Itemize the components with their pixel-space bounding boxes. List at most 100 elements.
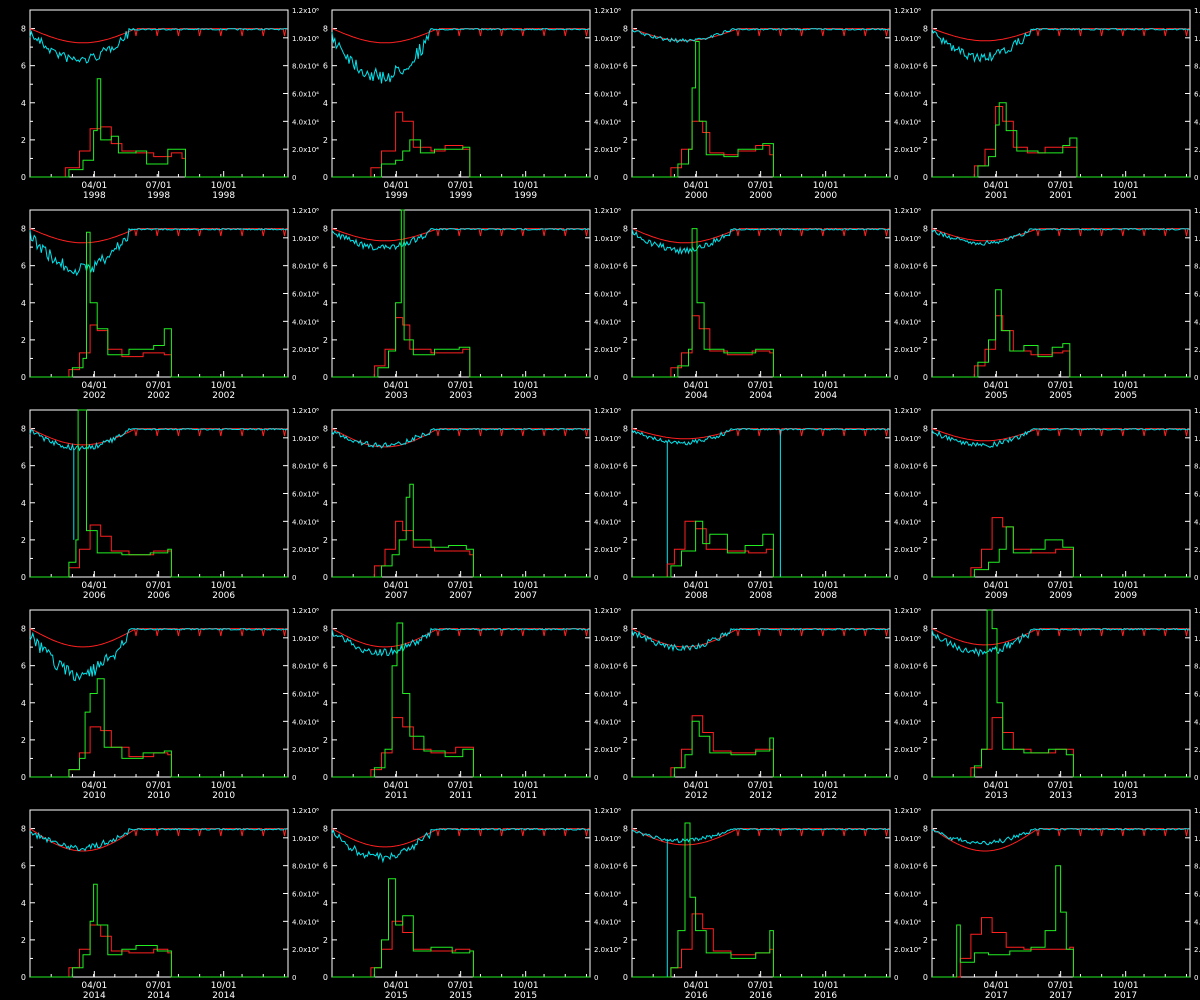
x-tick-year: 2013 <box>1114 791 1137 801</box>
red-upper-line <box>931 628 1190 646</box>
left-tick-label: 4 <box>323 899 328 908</box>
right-tick-label: 0 <box>292 574 296 582</box>
green-step-line <box>932 102 1190 178</box>
left-tick-label: 6 <box>323 262 328 271</box>
left-tick-label: 2 <box>21 936 26 945</box>
left-tick-label: 8 <box>923 425 928 434</box>
x-tick-year: 2014 <box>83 991 106 1000</box>
x-tick-label: 10/01 <box>813 181 839 191</box>
right-tick-label: 0 <box>594 974 598 982</box>
left-tick-label: 8 <box>923 825 928 834</box>
right-tick-label: 0 <box>594 774 598 782</box>
right-tick-label: 1.0x10⁶ <box>1194 35 1200 43</box>
x-tick-year: 2012 <box>685 791 708 801</box>
right-tick-label: 8.0x10⁴ <box>292 863 319 871</box>
x-tick-label: 04/01 <box>983 981 1009 991</box>
x-tick-label: 07/01 <box>448 781 474 791</box>
left-tick-label: 0 <box>923 173 928 182</box>
left-tick-label: 8 <box>323 225 328 234</box>
x-tick-year: 2008 <box>814 591 837 601</box>
x-tick-year: 1998 <box>212 191 235 201</box>
x-tick-year: 2000 <box>749 191 772 201</box>
right-tick-label: 1.0x10⁶ <box>1194 635 1200 643</box>
x-tick-label: 04/01 <box>683 181 709 191</box>
x-tick-label: 10/01 <box>1113 581 1139 591</box>
right-tick-label: 4.0x10⁴ <box>894 118 921 126</box>
green-step-line <box>932 289 1190 378</box>
right-tick-label: 8.0x10⁴ <box>1194 663 1200 671</box>
left-tick-label: 6 <box>623 62 628 71</box>
x-tick-year: 2006 <box>147 591 170 601</box>
panel-frame <box>29 609 289 778</box>
chart-panel-2000: 0 2 4 6 8 0 2.0x10⁴ 4.0x10⁴ 6.0x10⁴ 8.0x10⁴ 1.0x10… <box>623 7 921 201</box>
cyan-line <box>931 27 1190 64</box>
x-tick-label: 07/01 <box>748 181 774 191</box>
left-tick-label: 0 <box>21 973 26 982</box>
x-tick-label: 04/01 <box>81 381 107 391</box>
x-tick-label: 07/01 <box>748 981 774 991</box>
right-tick-label: 6.0x10⁴ <box>894 891 921 899</box>
left-tick-label: 2 <box>323 736 328 745</box>
right-tick-label: 6.0x10⁴ <box>594 491 621 499</box>
x-tick-year: 1999 <box>514 191 537 201</box>
right-tick-label: 1.2x10⁶ <box>292 407 319 415</box>
right-tick-label: 6.0x10⁴ <box>1194 91 1200 99</box>
left-tick-label: 2 <box>923 136 928 145</box>
right-tick-label: 8.0x10⁴ <box>594 263 621 271</box>
chart-panel-1998: 0 2 4 6 8 0 2.0x10⁴ 4.0x10⁴ 6.0x10⁴ 8.0x10⁴ 1.0x10… <box>21 7 319 201</box>
x-tick-label: 07/01 <box>748 581 774 591</box>
red-upper-line <box>631 828 890 846</box>
left-tick-label: 4 <box>323 99 328 108</box>
cyan-line <box>29 627 288 682</box>
red-step-line <box>332 920 590 978</box>
chart-panel-2014: 0 2 4 6 8 0 2.0x10⁴ 4.0x10⁴ 6.0x10⁴ 8.0x10⁴ 1.0x10… <box>21 807 319 1000</box>
x-tick-label: 07/01 <box>1048 581 1074 591</box>
cyan-line <box>29 227 288 277</box>
cyan-line <box>631 227 890 255</box>
right-tick-label: 6.0x10⁴ <box>594 91 621 99</box>
right-tick-label: 6.0x10⁴ <box>1194 491 1200 499</box>
x-tick-label: 10/01 <box>211 781 237 791</box>
right-tick-label: 1.0x10⁶ <box>1194 835 1200 843</box>
red-step-line <box>932 917 1190 978</box>
left-tick-label: 4 <box>623 699 628 708</box>
right-tick-label: 8.0x10⁴ <box>594 863 621 871</box>
x-tick-label: 04/01 <box>81 981 107 991</box>
left-tick-label: 8 <box>21 625 26 634</box>
right-tick-label: 4.0x10⁴ <box>894 918 921 926</box>
right-tick-label: 1.2x10⁶ <box>894 407 921 415</box>
left-tick-label: 4 <box>623 499 628 508</box>
left-tick-label: 2 <box>21 136 26 145</box>
right-tick-label: 4.0x10⁴ <box>594 918 621 926</box>
right-tick-label: 6.0x10⁴ <box>894 691 921 699</box>
right-tick-label: 1.2x10⁶ <box>594 7 621 15</box>
x-tick-label: 04/01 <box>983 381 1009 391</box>
x-tick-label: 07/01 <box>748 781 774 791</box>
left-tick-label: 6 <box>323 862 328 871</box>
x-tick-year: 2003 <box>514 391 537 401</box>
x-tick-label: 10/01 <box>513 781 539 791</box>
left-tick-label: 4 <box>21 99 26 108</box>
left-tick-label: 2 <box>323 336 328 345</box>
left-tick-label: 4 <box>323 699 328 708</box>
cyan-line <box>331 427 590 449</box>
left-tick-label: 2 <box>623 936 628 945</box>
right-tick-label: 8.0x10⁴ <box>1194 263 1200 271</box>
right-tick-label: 0 <box>594 374 598 382</box>
red-step-line <box>30 524 288 578</box>
right-tick-label: 1.0x10⁶ <box>894 435 921 443</box>
chart-panel-2005: 0 2 4 6 8 0 2.0x10⁴ 4.0x10⁴ 6.0x10⁴ 8.0x10⁴ 1.0x10… <box>923 207 1200 401</box>
right-tick-label: 0 <box>894 774 898 782</box>
right-tick-label: 8.0x10⁴ <box>292 663 319 671</box>
right-tick-label: 1.2x10⁶ <box>594 807 621 815</box>
left-tick-label: 8 <box>21 25 26 34</box>
red-upper-line <box>29 828 288 852</box>
red-step-line <box>932 517 1190 578</box>
x-tick-year: 2016 <box>749 991 772 1000</box>
x-tick-label: 07/01 <box>448 981 474 991</box>
right-tick-label: 2.0x10⁴ <box>292 546 319 554</box>
right-tick-label: 6.0x10⁴ <box>292 291 319 299</box>
cyan-line <box>331 227 590 251</box>
red-step-line <box>332 317 590 378</box>
left-tick-label: 4 <box>21 299 26 308</box>
